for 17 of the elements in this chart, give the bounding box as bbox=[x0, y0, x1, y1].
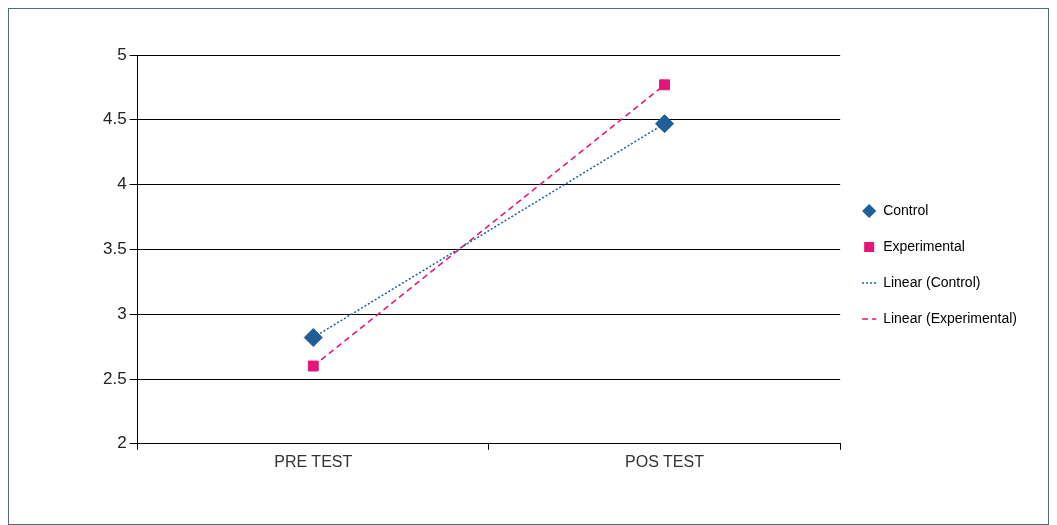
y-tick-label: 2 bbox=[117, 433, 127, 453]
point bbox=[303, 328, 323, 348]
y-tick-label: 5 bbox=[117, 44, 127, 64]
point bbox=[659, 79, 670, 91]
y-tick-label: 2.5 bbox=[102, 368, 127, 388]
legend-label: Experimental bbox=[883, 237, 965, 254]
y-tick-label: 4 bbox=[117, 174, 127, 194]
point bbox=[655, 114, 675, 134]
y-tick-label: 3 bbox=[117, 303, 127, 323]
point bbox=[307, 360, 319, 372]
legend-label: Linear (Control) bbox=[883, 273, 981, 290]
y-tick-label: 3.5 bbox=[102, 239, 127, 259]
legend-label: Control bbox=[883, 201, 929, 218]
y-tick-label: 4.5 bbox=[102, 109, 127, 129]
x-tick-label: PRE TEST bbox=[274, 452, 353, 470]
legend-label: Linear (Experimental) bbox=[883, 309, 1018, 326]
x-tick-label: POS TEST bbox=[625, 452, 705, 470]
